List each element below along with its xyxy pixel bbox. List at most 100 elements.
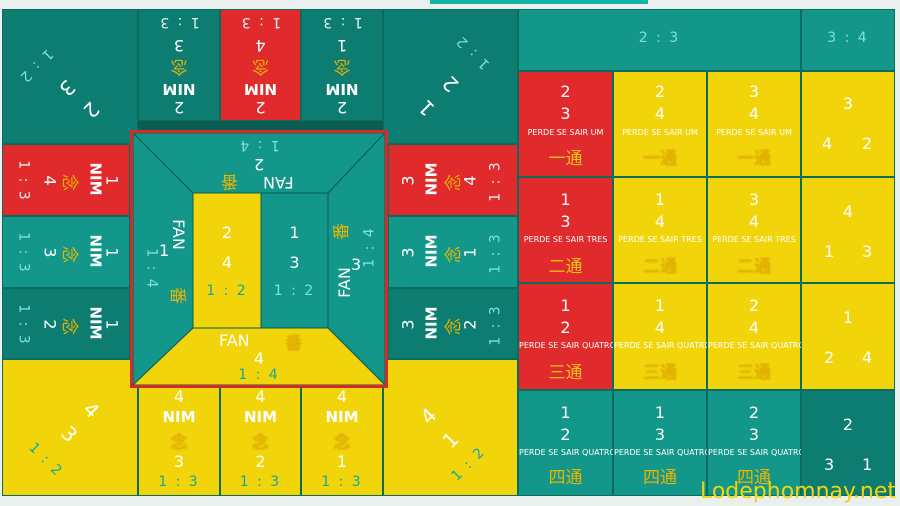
nim-char: 念: [170, 433, 188, 453]
perde-label: PERDE SE SAIR QUATRO: [708, 341, 805, 350]
bet-number: 1: [437, 427, 464, 453]
nim-cell-right-2[interactable]: 3 NIM 念 1 1 : 3: [388, 216, 518, 288]
top-accent-bar: [430, 0, 648, 4]
tong-cell-r3c2[interactable]: 1 4 PERDE SE SAIR QUATRO 三通: [613, 283, 711, 390]
bet-number: 3: [289, 253, 300, 272]
bet-ratio: 1 : 3: [321, 474, 363, 490]
bet-number: 1: [102, 319, 122, 330]
bet-number: 1: [560, 403, 571, 422]
tong-cell-r1c1[interactable]: 2 3 PERDE SE SAIR UM 一通: [518, 71, 613, 177]
fan-char: 番: [221, 171, 238, 191]
perde-label: PERDE SE SAIR UM: [527, 128, 604, 137]
tong-cell-r3c1[interactable]: 1 2 PERDE SE SAIR QUATRO 三通: [518, 283, 616, 390]
nim-cell-top-3[interactable]: 1 : 3 1 念 NIM 2: [301, 9, 383, 121]
nim-label: NIM: [325, 80, 359, 98]
bet-ratio: 1 : 3: [15, 232, 32, 274]
bet-number: 4: [862, 348, 873, 367]
bet-number: 4: [822, 134, 833, 153]
bet-number: 1: [336, 36, 348, 55]
bet-number: 2: [253, 155, 265, 174]
nim-cell-right-3[interactable]: 3 NIM 念 2 1 : 3: [388, 288, 518, 359]
bet-ratio: 1 : 3: [487, 304, 504, 346]
nim-cell-right-1[interactable]: 3 NIM 念 4 1 : 3: [388, 144, 518, 216]
tong-cell-r2c2[interactable]: 1 4 PERDE SE SAIR TRES 二通: [613, 177, 707, 283]
bet-number: 4: [415, 403, 442, 429]
nim-cell-bottom-2[interactable]: 4 NIM 念 2 1 : 3: [220, 381, 301, 496]
bet-corner-bottom-right[interactable]: 4 1 1 : 2: [383, 359, 518, 496]
bet-number: 4: [842, 202, 854, 221]
bet-number: 2: [336, 98, 348, 117]
bet-ratio: 1 : 4: [238, 137, 280, 153]
tong-cell-r2c1[interactable]: 1 3 PERDE SE SAIR TRES 二通: [518, 177, 613, 283]
bet-number: 2: [460, 319, 480, 330]
nim-cell-left-2[interactable]: 1 : 3 3 念 NIM 1: [2, 216, 130, 288]
bet-number: 3: [560, 104, 571, 123]
nim-char: 念: [59, 246, 79, 263]
bet-number: 4: [336, 387, 348, 406]
tong-cell-r3c3[interactable]: 2 4 PERDE SE SAIR QUATRO 三通: [707, 283, 805, 390]
bet-number: 2: [748, 403, 760, 422]
bet-number: 1: [560, 296, 571, 315]
bet-number: 3: [173, 36, 185, 55]
inner-right-box[interactable]: [260, 192, 329, 329]
tong-char: 二通: [737, 257, 771, 277]
bet-number: 2: [437, 71, 464, 97]
tong-cell-r4c3[interactable]: 2 3 PERDE SE SAIR QUATRO 四通: [707, 390, 805, 496]
nim-cell-bottom-1[interactable]: 4 NIM 念 3 1 : 3: [138, 381, 220, 496]
bet-ratio: 1 : 2: [273, 283, 316, 299]
fan-label: FAN: [168, 219, 188, 250]
bet-corner-bottom-left[interactable]: 4 3 1 : 2: [2, 359, 138, 496]
tong-char: 二通: [643, 257, 677, 277]
perde-label: PERDE SE SAIR UM: [716, 128, 792, 137]
bet-number: 2: [748, 296, 760, 315]
bet-number: 3: [748, 425, 760, 444]
nim-cell-top-2[interactable]: 1 : 3 4 念 NIM 2: [220, 9, 301, 121]
fan-label: FAN: [263, 173, 294, 192]
bet-number: 2: [560, 82, 571, 101]
inner-left-box[interactable]: [192, 192, 262, 329]
bet-number: 1: [102, 175, 122, 186]
perde-label: PERDE SE SAIR TRES: [712, 235, 796, 244]
bet-number: 4: [748, 104, 760, 123]
fan-char: 番: [285, 334, 302, 354]
header-3-4[interactable]: 3 : 4: [801, 9, 895, 71]
bet-number: 3: [398, 247, 418, 258]
tong-cell-r2c3[interactable]: 3 4 PERDE SE SAIR TRES 二通: [707, 177, 801, 283]
header-2-3[interactable]: 2 : 3: [518, 9, 801, 71]
bet-number: 4: [748, 318, 760, 337]
kwok-cell-r3[interactable]: 1 2 4: [801, 283, 895, 390]
tong-cell-r4c1[interactable]: 1 2 PERDE SE SAIR QUATRO 四通: [518, 390, 616, 496]
tong-char: 三通: [643, 363, 677, 383]
tong-cell-r1c3[interactable]: 3 4 PERDE SE SAIR UM 一通: [707, 71, 801, 177]
tong-cell-r4c2[interactable]: 1 3 PERDE SE SAIR QUATRO 四通: [613, 390, 711, 496]
bet-number: 4: [78, 397, 105, 423]
bet-number: 1: [824, 242, 835, 261]
kwok-cell-r4[interactable]: 2 3 1: [801, 390, 895, 496]
bet-ratio: 1 : 2: [25, 439, 67, 481]
bet-number: 1: [560, 190, 571, 209]
bet-number: 2: [560, 425, 571, 444]
tong-char: 四通: [643, 468, 677, 488]
bet-number: 2: [824, 348, 835, 367]
bet-number: 3: [842, 94, 854, 113]
bet-number: 3: [560, 212, 571, 231]
tong-cell-r1c2[interactable]: 2 4 PERDE SE SAIR UM 一通: [613, 71, 707, 177]
bet-corner-top-left[interactable]: 1 : 2 3 2: [2, 9, 138, 144]
nim-cell-left-1[interactable]: 1 : 3 4 念 NIM 1: [2, 144, 130, 216]
bet-number: 1: [654, 403, 666, 422]
nim-label: NIM: [243, 80, 278, 98]
nim-cell-top-1[interactable]: 1 : 3 3 念 NIM 2: [138, 9, 220, 121]
nim-char: 念: [252, 433, 269, 453]
bet-number: 3: [40, 247, 60, 258]
nim-char: 念: [59, 318, 79, 335]
header-ratio-label: 2 : 3: [638, 30, 681, 46]
kwok-cell-r1[interactable]: 3 4 2: [801, 71, 895, 177]
kwok-cell-r2[interactable]: 4 1 3: [801, 177, 895, 283]
nim-cell-left-3[interactable]: 1 : 3 2 念 NIM 1: [2, 288, 130, 359]
bet-number: 3: [351, 255, 362, 274]
fan-square: 1 : 4 2 FAN 番 FAN 1 1 : 4 番 番 1 : 4 3 FA…: [130, 130, 388, 388]
bet-corner-top-right[interactable]: 1 : 2 2 1: [383, 9, 518, 144]
tong-char: 四通: [737, 468, 771, 488]
nim-cell-bottom-3[interactable]: 4 NIM 念 1 1 : 3: [301, 381, 383, 496]
tong-char: 一通: [548, 149, 583, 169]
